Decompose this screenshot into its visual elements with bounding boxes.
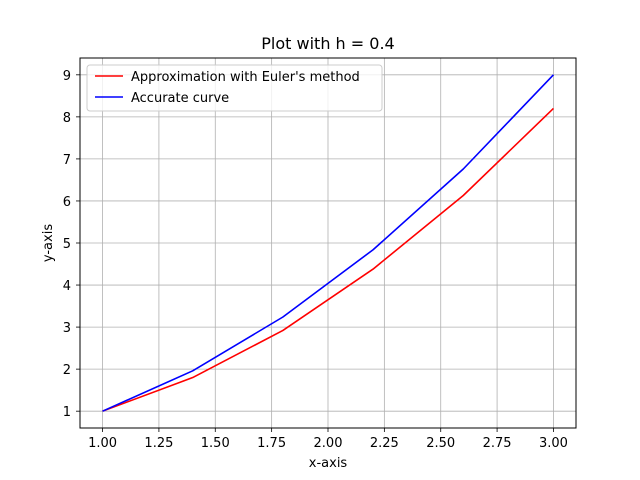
accurate-curve-line bbox=[102, 74, 555, 412]
legend: Approximation with Euler's method Accura… bbox=[86, 64, 383, 112]
y-tick-label: 3 bbox=[63, 321, 71, 336]
x-tick-label: 3.00 bbox=[539, 436, 568, 451]
y-tick-label: 9 bbox=[63, 69, 71, 84]
legend-label-accurate: Accurate curve bbox=[131, 91, 229, 106]
axis-ticks: 1.00 1.25 1.50 1.75 2.00 2.25 2.50 2.75 3.00 1 2 3 4… bbox=[63, 69, 568, 451]
x-tick-label: 2.00 bbox=[314, 436, 343, 451]
y-axis-label: y-axis bbox=[41, 224, 56, 262]
x-tick-label: 1.50 bbox=[201, 436, 230, 451]
chart-title: Plot with h = 0.4 bbox=[261, 34, 394, 53]
euler-approximation-line bbox=[102, 107, 555, 412]
y-tick-label: 7 bbox=[63, 153, 71, 168]
y-tick-label: 8 bbox=[63, 111, 71, 126]
y-tick-label: 1 bbox=[63, 405, 71, 420]
x-tick-label: 1.75 bbox=[257, 436, 286, 451]
legend-box bbox=[86, 64, 383, 112]
y-tick-label: 2 bbox=[63, 363, 71, 378]
y-tick-label: 5 bbox=[63, 237, 71, 252]
x-tick-label: 2.50 bbox=[426, 436, 455, 451]
x-axis-label: x-axis bbox=[309, 456, 348, 471]
y-tick-label: 4 bbox=[63, 279, 71, 294]
x-tick-label: 2.25 bbox=[370, 436, 399, 451]
x-tick-label: 2.75 bbox=[483, 436, 512, 451]
legend-label-euler: Approximation with Euler's method bbox=[131, 70, 360, 85]
x-tick-label: 1.00 bbox=[88, 436, 117, 451]
x-tick-label: 1.25 bbox=[144, 436, 173, 451]
y-tick-label: 6 bbox=[63, 195, 71, 210]
grid bbox=[80, 58, 576, 428]
series-lines bbox=[102, 74, 555, 412]
